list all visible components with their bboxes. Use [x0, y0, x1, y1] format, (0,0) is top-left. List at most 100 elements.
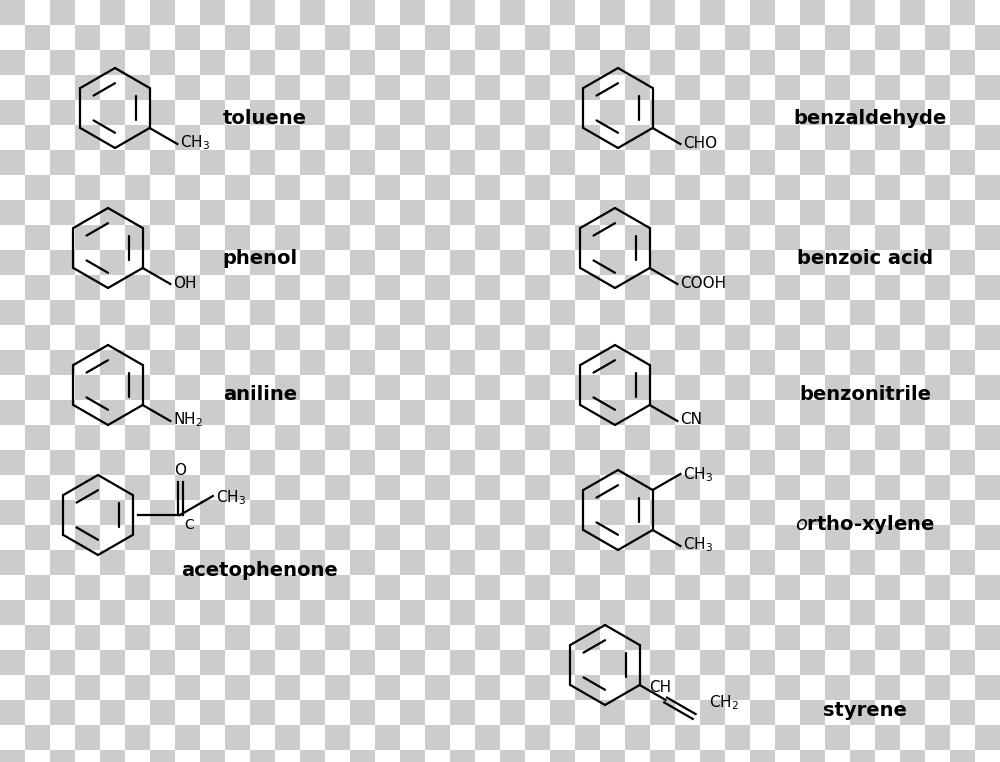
Bar — [950, 625, 975, 650]
Bar — [475, 50, 500, 75]
Bar — [600, 275, 625, 300]
Bar — [325, 200, 350, 225]
Bar — [600, 675, 625, 700]
Bar — [325, 275, 350, 300]
Bar — [0, 625, 25, 650]
Bar — [25, 575, 50, 600]
Bar — [125, 650, 150, 675]
Bar — [650, 225, 675, 250]
Bar — [775, 500, 800, 525]
Bar — [825, 625, 850, 650]
Bar — [625, 375, 650, 400]
Bar — [750, 25, 775, 50]
Text: CHO: CHO — [683, 136, 717, 151]
Bar — [325, 650, 350, 675]
Bar — [175, 375, 200, 400]
Bar — [725, 475, 750, 500]
Bar — [100, 175, 125, 200]
Bar — [550, 275, 575, 300]
Bar — [925, 525, 950, 550]
Bar — [575, 25, 600, 50]
Bar — [75, 325, 100, 350]
Bar — [800, 150, 825, 175]
Bar — [575, 750, 600, 762]
Bar — [100, 275, 125, 300]
Bar — [975, 350, 1000, 375]
Bar — [150, 125, 175, 150]
Bar — [50, 700, 75, 725]
Bar — [175, 550, 200, 575]
Bar — [150, 500, 175, 525]
Bar — [375, 425, 400, 450]
Bar — [275, 225, 300, 250]
Bar — [475, 575, 500, 600]
Bar — [150, 750, 175, 762]
Bar — [650, 150, 675, 175]
Bar — [575, 675, 600, 700]
Bar — [925, 325, 950, 350]
Bar — [375, 275, 400, 300]
Bar — [325, 150, 350, 175]
Bar — [775, 525, 800, 550]
Bar — [550, 150, 575, 175]
Bar — [250, 300, 275, 325]
Bar — [125, 350, 150, 375]
Bar — [875, 525, 900, 550]
Bar — [300, 725, 325, 750]
Bar — [650, 350, 675, 375]
Bar — [200, 50, 225, 75]
Bar — [500, 750, 525, 762]
Bar — [725, 325, 750, 350]
Bar — [425, 725, 450, 750]
Bar — [750, 425, 775, 450]
Bar — [600, 50, 625, 75]
Bar — [650, 400, 675, 425]
Bar — [675, 375, 700, 400]
Bar — [650, 550, 675, 575]
Bar — [775, 575, 800, 600]
Bar — [675, 675, 700, 700]
Bar — [475, 700, 500, 725]
Bar — [125, 25, 150, 50]
Bar — [775, 350, 800, 375]
Bar — [175, 100, 200, 125]
Bar — [750, 450, 775, 475]
Bar — [200, 225, 225, 250]
Bar — [650, 475, 675, 500]
Bar — [900, 100, 925, 125]
Bar — [225, 0, 250, 25]
Bar — [650, 525, 675, 550]
Bar — [525, 575, 550, 600]
Bar — [175, 175, 200, 200]
Bar — [650, 675, 675, 700]
Bar — [650, 600, 675, 625]
Bar — [375, 700, 400, 725]
Bar — [225, 125, 250, 150]
Bar — [25, 225, 50, 250]
Bar — [275, 275, 300, 300]
Bar — [875, 700, 900, 725]
Bar — [25, 375, 50, 400]
Bar — [475, 300, 500, 325]
Bar — [925, 250, 950, 275]
Bar — [0, 450, 25, 475]
Bar — [675, 750, 700, 762]
Bar — [975, 325, 1000, 350]
Bar — [300, 125, 325, 150]
Bar — [850, 600, 875, 625]
Bar — [950, 425, 975, 450]
Bar — [0, 100, 25, 125]
Bar — [750, 575, 775, 600]
Bar — [700, 225, 725, 250]
Bar — [375, 100, 400, 125]
Bar — [875, 500, 900, 525]
Bar — [750, 225, 775, 250]
Bar — [350, 450, 375, 475]
Bar — [550, 400, 575, 425]
Bar — [0, 25, 25, 50]
Bar — [250, 275, 275, 300]
Bar — [450, 750, 475, 762]
Bar — [875, 325, 900, 350]
Bar — [525, 150, 550, 175]
Bar — [550, 200, 575, 225]
